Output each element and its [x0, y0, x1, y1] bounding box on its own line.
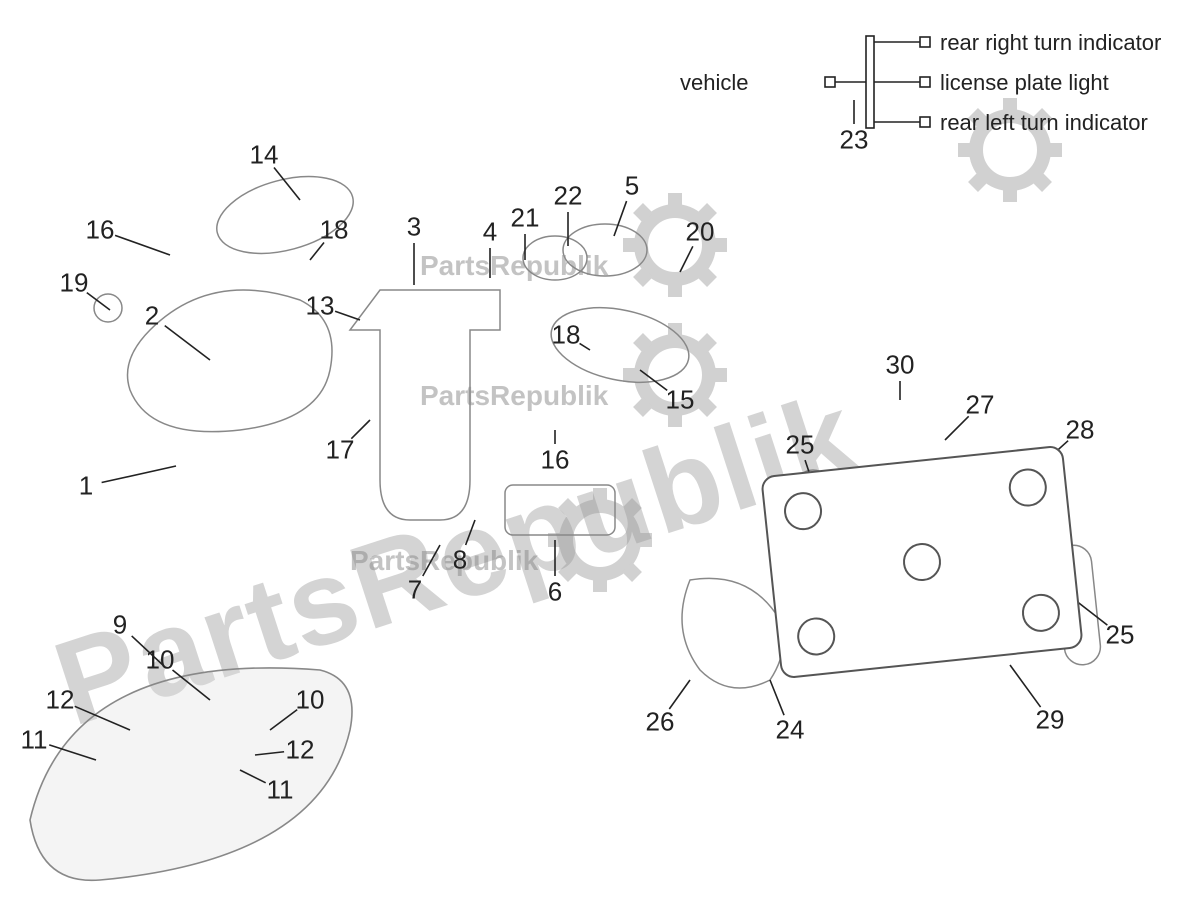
callout-18: 18	[320, 215, 349, 246]
callout-30: 30	[886, 350, 915, 381]
callout-12: 12	[286, 735, 315, 766]
wiring-branch-2: rear left turn indicator	[940, 110, 1148, 136]
callout-6: 6	[548, 577, 562, 608]
callout-27: 27	[966, 390, 995, 421]
callout-3: 3	[407, 212, 421, 243]
callout-25: 25	[786, 430, 815, 461]
callout-9: 9	[113, 610, 127, 641]
callout-1: 1	[79, 471, 93, 502]
gear-icon	[615, 185, 735, 305]
callout-28: 28	[1066, 415, 1095, 446]
callout-12: 12	[46, 685, 75, 716]
callout-2: 2	[145, 301, 159, 332]
callout-16: 16	[541, 445, 570, 476]
callout-5: 5	[625, 171, 639, 202]
gear-icon	[615, 315, 735, 435]
callout-17: 17	[326, 435, 355, 466]
wiring-branch-1: license plate light	[940, 70, 1109, 96]
watermark-small: PartsRepublik	[350, 545, 538, 577]
callout-18: 18	[552, 320, 581, 351]
callout-22: 22	[554, 181, 583, 212]
gear-icon	[950, 90, 1070, 210]
callout-20: 20	[686, 217, 715, 248]
callout-10: 10	[296, 685, 325, 716]
callout-7: 7	[408, 575, 422, 606]
callout-13: 13	[306, 291, 335, 322]
callout-25: 25	[1106, 620, 1135, 651]
callout-16: 16	[86, 215, 115, 246]
watermark-small: PartsRepublik	[420, 250, 608, 282]
wiring-vehicle-label: vehicle	[680, 70, 748, 96]
callout-10: 10	[146, 645, 175, 676]
watermark-small: PartsRepublik	[420, 380, 608, 412]
callout-26: 26	[646, 707, 675, 738]
license-plate-holder	[760, 445, 1084, 680]
diagram-stage: PartsRepublik PartsRepublik PartsRepublik…	[0, 0, 1204, 903]
callout-11: 11	[21, 725, 48, 756]
callout-21: 21	[511, 203, 540, 234]
callout-23: 23	[840, 125, 869, 156]
callout-14: 14	[250, 140, 279, 171]
callout-15: 15	[666, 385, 695, 416]
callout-19: 19	[60, 268, 89, 299]
callout-24: 24	[776, 715, 805, 746]
callout-29: 29	[1036, 705, 1065, 736]
callout-4: 4	[483, 217, 497, 248]
callout-11: 11	[267, 775, 294, 806]
callout-8: 8	[453, 545, 467, 576]
wiring-branch-0: rear right turn indicator	[940, 30, 1161, 56]
